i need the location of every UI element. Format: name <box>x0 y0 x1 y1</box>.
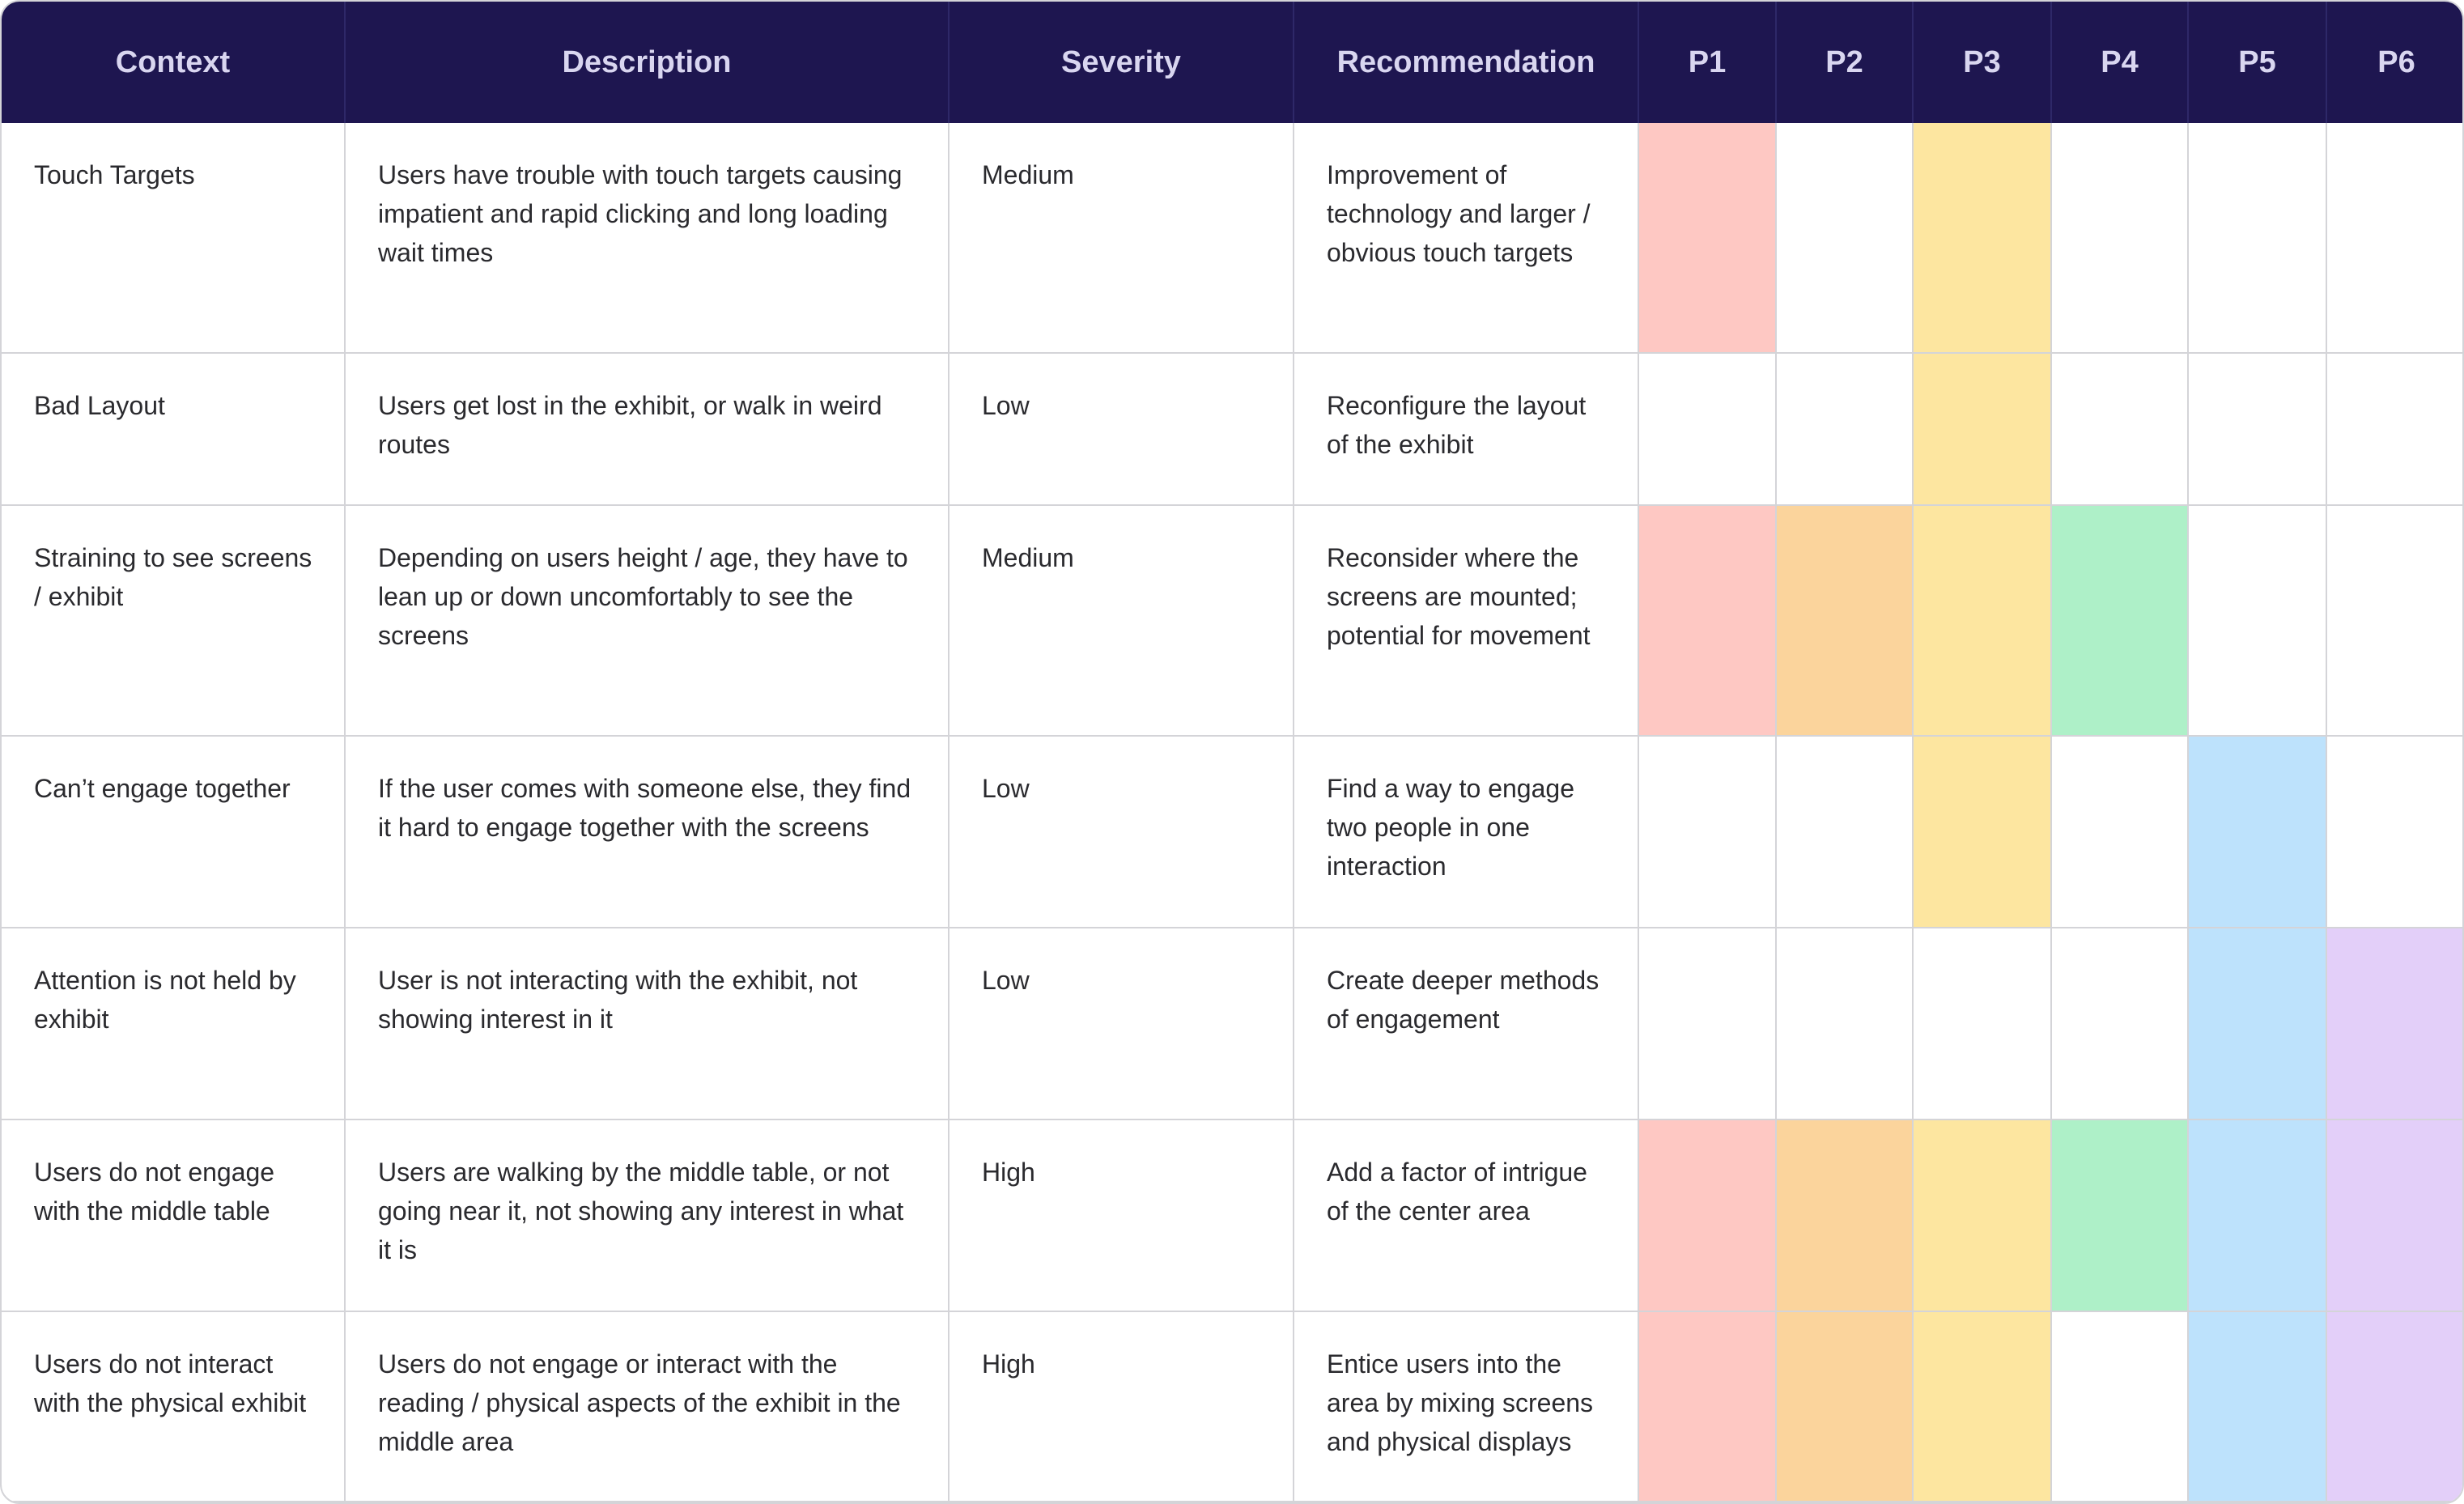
column-header: P3 <box>1914 2 2052 123</box>
participant-cell <box>2052 737 2189 928</box>
recommendation-cell: Create deeper methods of engagement <box>1294 928 1639 1120</box>
participant-cell <box>1914 1120 2052 1312</box>
participant-cell <box>1914 123 2052 354</box>
column-header: P6 <box>2327 2 2462 123</box>
participant-cell <box>1777 737 1914 928</box>
participant-cell <box>2327 1120 2462 1312</box>
column-header: Context <box>2 2 346 123</box>
severity-cell: Medium <box>949 506 1294 737</box>
participant-cell <box>1777 1312 1914 1502</box>
participant-cell <box>2327 506 2462 737</box>
participant-cell <box>2052 928 2189 1120</box>
participant-cell <box>1777 354 1914 506</box>
participant-cell <box>1914 1312 2052 1502</box>
participant-cell <box>2327 737 2462 928</box>
participant-cell <box>2189 506 2327 737</box>
context-cell: Straining to see screens / exhibit <box>2 506 346 737</box>
participant-cell <box>1639 354 1777 506</box>
severity-cell: High <box>949 1120 1294 1312</box>
participant-cell <box>1914 354 2052 506</box>
context-cell: Touch Targets <box>2 123 346 354</box>
recommendation-cell: Add a factor of intrigue of the center a… <box>1294 1120 1639 1312</box>
participant-cell <box>2052 1312 2189 1502</box>
description-cell: Users are walking by the middle table, o… <box>346 1120 949 1312</box>
column-header: P4 <box>2052 2 2189 123</box>
severity-cell: High <box>949 1312 1294 1502</box>
participant-cell <box>1639 123 1777 354</box>
description-cell: Users have trouble with touch targets ca… <box>346 123 949 354</box>
severity-cell: Medium <box>949 123 1294 354</box>
context-cell: Bad Layout <box>2 354 346 506</box>
participant-cell <box>2052 354 2189 506</box>
column-header: Description <box>346 2 949 123</box>
recommendation-cell: Entice users into the area by mixing scr… <box>1294 1312 1639 1502</box>
participant-cell <box>2189 123 2327 354</box>
column-header: P1 <box>1639 2 1777 123</box>
severity-cell: Low <box>949 737 1294 928</box>
description-cell: If the user comes with someone else, the… <box>346 737 949 928</box>
context-cell: Users do not engage with the middle tabl… <box>2 1120 346 1312</box>
participant-cell <box>2189 737 2327 928</box>
participant-cell <box>1914 506 2052 737</box>
participant-cell <box>1777 928 1914 1120</box>
participant-cell <box>2327 123 2462 354</box>
participant-cell <box>2052 1120 2189 1312</box>
column-header: Recommendation <box>1294 2 1639 123</box>
participant-cell <box>2189 1312 2327 1502</box>
participant-cell <box>2052 506 2189 737</box>
recommendation-cell: Reconfigure the layout of the exhibit <box>1294 354 1639 506</box>
context-cell: Users do not interact with the physical … <box>2 1312 346 1502</box>
participant-cell <box>2327 928 2462 1120</box>
recommendation-cell: Improvement of technology and larger / o… <box>1294 123 1639 354</box>
participant-cell <box>1914 928 2052 1120</box>
participant-cell <box>2189 928 2327 1120</box>
participant-cell <box>2189 1120 2327 1312</box>
recommendation-cell: Find a way to engage two people in one i… <box>1294 737 1639 928</box>
participant-cell <box>1639 737 1777 928</box>
context-cell: Can’t engage together <box>2 737 346 928</box>
severity-cell: Low <box>949 354 1294 506</box>
participant-cell <box>2052 123 2189 354</box>
description-cell: User is not interacting with the exhibit… <box>346 928 949 1120</box>
participant-cell <box>1639 1120 1777 1312</box>
participant-cell <box>1777 1120 1914 1312</box>
participant-cell <box>1777 123 1914 354</box>
participant-cell <box>2327 1312 2462 1502</box>
context-cell: Attention is not held by exhibit <box>2 928 346 1120</box>
participant-cell <box>1639 928 1777 1120</box>
participant-cell <box>1914 737 2052 928</box>
severity-cell: Low <box>949 928 1294 1120</box>
column-header: Severity <box>949 2 1294 123</box>
participant-cell <box>1639 506 1777 737</box>
column-header: P2 <box>1777 2 1914 123</box>
description-cell: Users get lost in the exhibit, or walk i… <box>346 354 949 506</box>
recommendation-cell: Reconsider where the screens are mounted… <box>1294 506 1639 737</box>
participant-cell <box>1639 1312 1777 1502</box>
participant-cell <box>2189 354 2327 506</box>
description-cell: Depending on users height / age, they ha… <box>346 506 949 737</box>
participant-cell <box>2327 354 2462 506</box>
description-cell: Users do not engage or interact with the… <box>346 1312 949 1502</box>
participant-cell <box>1777 506 1914 737</box>
column-header: P5 <box>2189 2 2327 123</box>
